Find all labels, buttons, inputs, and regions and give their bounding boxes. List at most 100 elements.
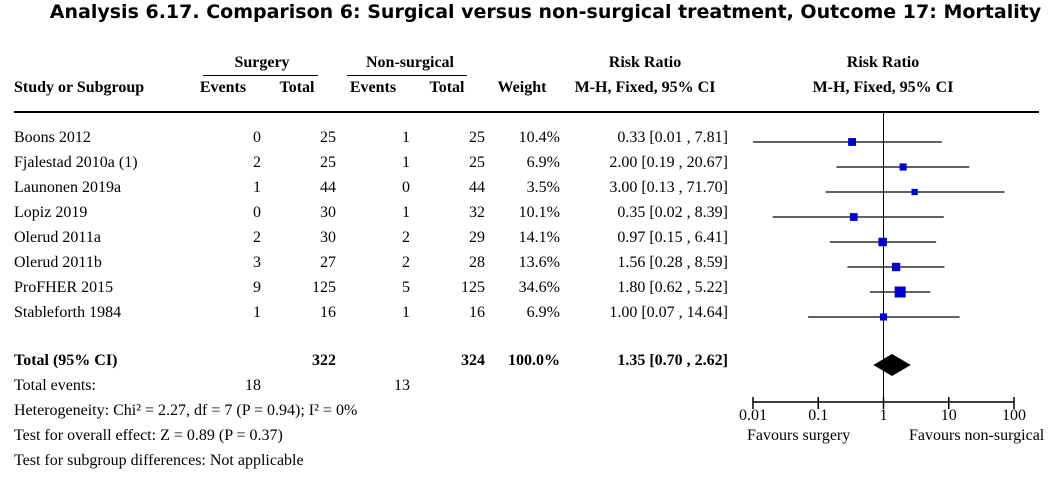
total-weight: 100.0% (508, 352, 560, 369)
point-estimate-marker (911, 188, 918, 196)
axis-tick-label: 1 (879, 407, 888, 424)
study-total1: 125 (312, 279, 336, 296)
study-weight: 13.6% (518, 254, 560, 271)
study-events1: 9 (253, 279, 261, 296)
total-ci: 1.35 [0.70 , 2.62] (617, 352, 728, 369)
total-events-label: Total events: (14, 377, 96, 394)
study-events1: 0 (253, 204, 261, 221)
favours-nonsurgical-label: Favours non-surgical (909, 427, 1045, 444)
study-ci: 2.00 [0.19 , 20.67] (609, 154, 728, 171)
study-name: Boons 2012 (14, 129, 91, 146)
point-estimate-marker (849, 213, 858, 221)
axis-tick-label: 100 (1002, 407, 1026, 424)
study-total2: 25 (469, 154, 485, 171)
study-total1: 30 (320, 204, 336, 221)
study-weight: 10.4% (518, 129, 560, 146)
study-events2: 1 (402, 129, 410, 146)
study-ci: 1.80 [0.62 , 5.22] (617, 279, 728, 296)
study-ci: 1.56 [0.28 , 8.59] (617, 254, 728, 271)
total-events2: 13 (394, 377, 410, 394)
axis-tick-label: 10 (940, 407, 957, 424)
overall-effect-note: Test for overall effect: Z = 0.89 (P = 0… (14, 427, 283, 444)
study-events1: 1 (253, 179, 261, 196)
header-group-surgery-rule (203, 75, 318, 76)
page-title: Analysis 6.17. Comparison 6: Surgical ve… (49, 1, 1042, 23)
study-total2: 44 (469, 179, 485, 196)
header-group-surgery: Surgery (234, 54, 290, 71)
header-total1: Total (279, 79, 315, 96)
study-events1: 2 (253, 154, 261, 171)
study-ci: 0.97 [0.15 , 6.41] (617, 229, 728, 246)
study-events1: 1 (253, 304, 261, 321)
study-events2: 5 (402, 279, 410, 296)
study-ci: 0.35 [0.02 , 8.39] (617, 204, 728, 221)
study-total1: 44 (320, 179, 336, 196)
study-weight: 6.9% (526, 304, 560, 321)
study-weight: 6.9% (526, 154, 560, 171)
study-ci: 1.00 [0.07 , 14.64] (609, 304, 728, 321)
subgroup-note: Test for subgroup differences: Not appli… (14, 452, 304, 469)
study-events2: 2 (402, 229, 410, 246)
study-name: Fjalestad 2010a (1) (14, 154, 138, 171)
study-ci: 0.33 [0.01 , 7.81] (617, 129, 728, 146)
favours-surgery-label: Favours surgery (747, 427, 851, 444)
study-events1: 2 (253, 229, 261, 246)
study-total1: 25 (320, 129, 336, 146)
header-risk-ratio-plot: Risk Ratio (846, 54, 920, 71)
header-risk-ratio-text: Risk Ratio (608, 54, 682, 71)
study-name: ProFHER 2015 (14, 279, 114, 296)
study-events2: 1 (402, 204, 410, 221)
point-estimate-marker (879, 313, 888, 321)
study-name: Olerud 2011a (14, 229, 101, 246)
study-total1: 30 (320, 229, 336, 246)
header-events2: Events (349, 79, 397, 96)
study-weight: 10.1% (518, 204, 560, 221)
study-events1: 0 (253, 129, 261, 146)
study-name: Launonen 2019a (14, 179, 122, 196)
header-events1: Events (199, 79, 247, 96)
study-weight: 34.6% (518, 279, 560, 296)
study-total2: 125 (461, 279, 485, 296)
study-events2: 1 (402, 304, 410, 321)
study-total2: 25 (469, 129, 485, 146)
header-group-nonsurgical: Non-surgical (366, 54, 454, 71)
overall-diamond (873, 354, 911, 376)
study-name: Lopiz 2019 (14, 204, 88, 221)
header-study: Study or Subgroup (14, 79, 145, 96)
header-rule (14, 111, 1039, 113)
axis-tick-label: 0.01 (739, 407, 767, 424)
header-weight: Weight (497, 79, 547, 96)
heterogeneity-note: Heterogeneity: Chi² = 2.27, df = 7 (P = … (14, 402, 358, 419)
study-total2: 16 (469, 304, 485, 321)
header-ci-text: M-H, Fixed, 95% CI (574, 79, 716, 96)
axis-tick-label: 0.1 (808, 407, 829, 424)
total-total1: 322 (312, 352, 336, 369)
study-total1: 27 (320, 254, 336, 271)
point-estimate-marker (894, 286, 906, 298)
study-events2: 1 (402, 154, 410, 171)
study-name: Olerud 2011b (14, 254, 102, 271)
point-estimate-marker (891, 262, 901, 272)
study-total2: 28 (469, 254, 485, 271)
total-total2: 324 (461, 352, 485, 369)
study-weight: 14.1% (518, 229, 560, 246)
total-label: Total (95% CI) (14, 352, 118, 369)
point-estimate-marker (878, 237, 887, 247)
study-events1: 3 (253, 254, 261, 271)
total-events1: 18 (245, 377, 261, 394)
study-total2: 29 (469, 229, 485, 246)
study-ci: 3.00 [0.13 , 71.70] (609, 179, 728, 196)
point-estimate-marker (899, 163, 907, 171)
header-group-nonsurgical-rule (347, 75, 467, 76)
point-estimate-marker (848, 138, 857, 146)
study-total1: 25 (320, 154, 336, 171)
study-events2: 2 (402, 254, 410, 271)
study-weight: 3.5% (526, 179, 560, 196)
study-events2: 0 (402, 179, 410, 196)
header-total2: Total (429, 79, 465, 96)
study-name: Stableforth 1984 (14, 304, 122, 321)
study-total2: 32 (469, 204, 485, 221)
header-ci-plot: M-H, Fixed, 95% CI (812, 79, 954, 96)
